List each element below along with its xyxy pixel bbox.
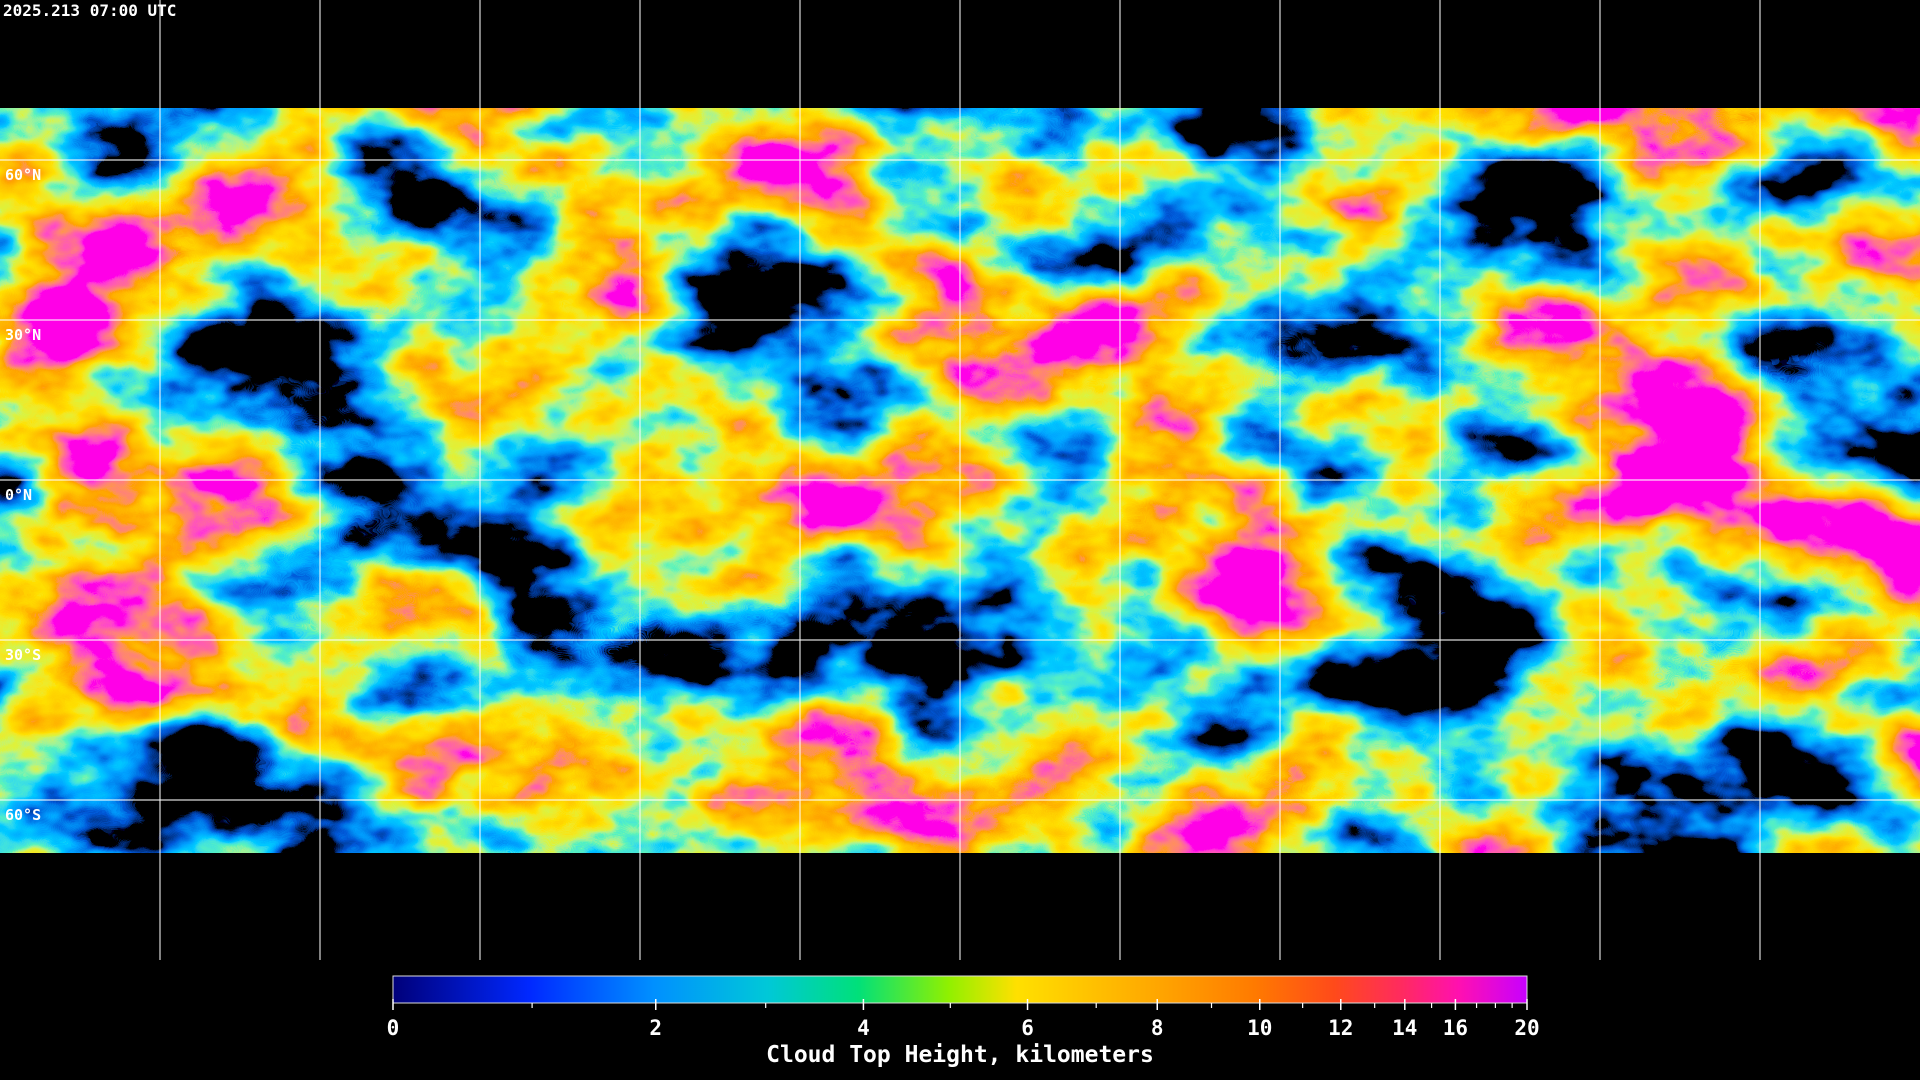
latitude-label: 30°N (5, 326, 41, 344)
colorbar-tick-label: 14 (1392, 1016, 1417, 1040)
colorbar-tick-label: 2 (649, 1016, 662, 1040)
colorbar-tick-label: 0 (387, 1016, 400, 1040)
latitude-label: 60°N (5, 166, 41, 184)
colorbar-tick-label: 12 (1328, 1016, 1353, 1040)
colorbar-tick-label: 16 (1443, 1016, 1468, 1040)
colorbar-tick-label: 6 (1021, 1016, 1034, 1040)
colorbar-title: Cloud Top Height, kilometers (766, 1042, 1154, 1068)
latitude-label: 30°S (5, 646, 41, 664)
colorbar-tick-label: 4 (857, 1016, 870, 1040)
timestamp: 2025.213 07:00 UTC (3, 1, 176, 20)
graticule (0, 0, 1920, 960)
latitude-label: 60°S (5, 806, 41, 824)
latitude-label: 0°N (5, 486, 32, 504)
colorbar-tick-label: 10 (1247, 1016, 1272, 1040)
colorbar-tick-label: 20 (1514, 1016, 1539, 1040)
colorbar (392, 975, 1528, 1004)
colorbar-tick-label: 8 (1151, 1016, 1164, 1040)
